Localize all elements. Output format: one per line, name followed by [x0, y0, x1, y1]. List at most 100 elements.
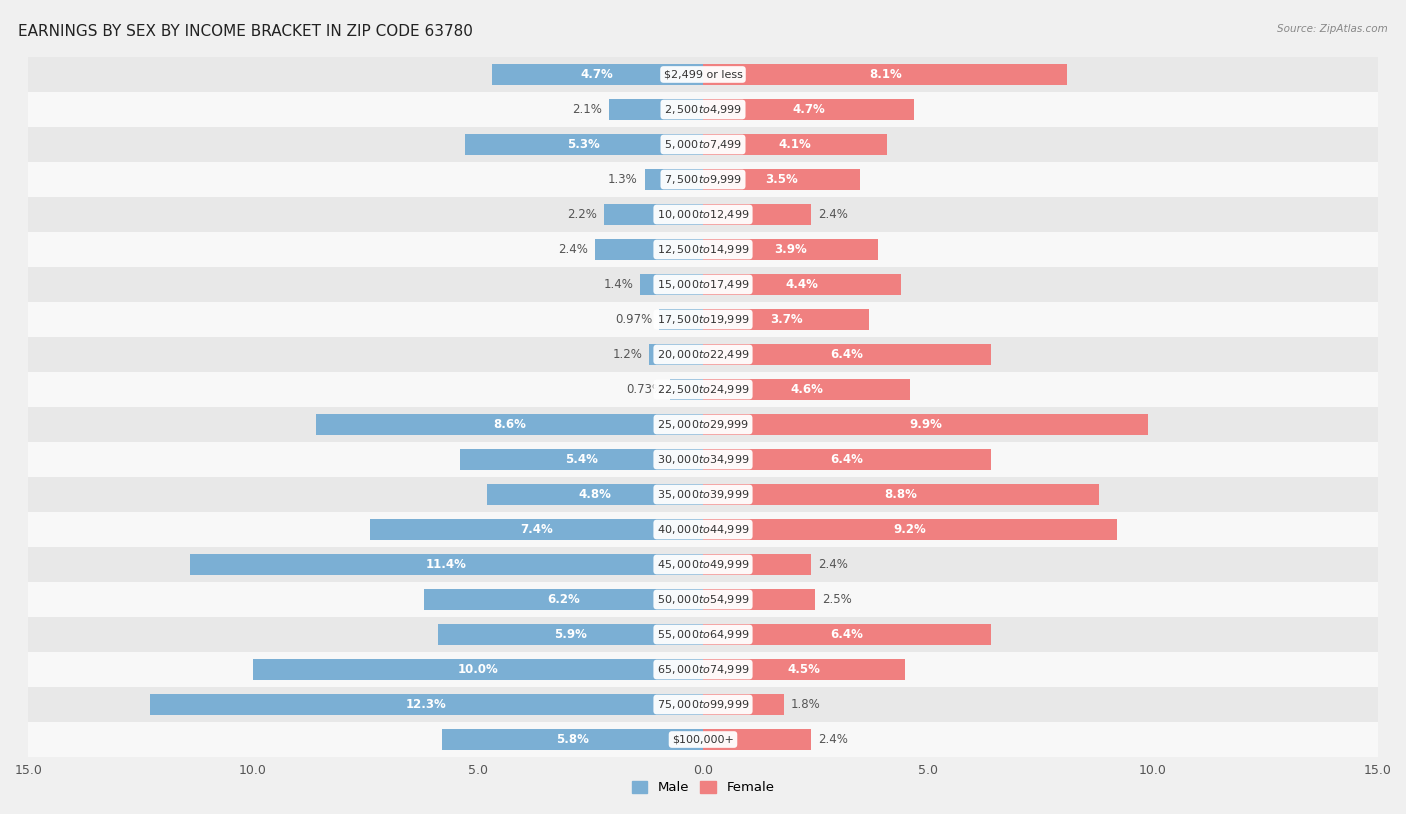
Text: $10,000 to $12,499: $10,000 to $12,499 [657, 208, 749, 221]
Text: $2,500 to $4,999: $2,500 to $4,999 [664, 103, 742, 116]
Bar [28, 687, 1378, 722]
Text: 2.4%: 2.4% [818, 208, 848, 221]
Text: 6.4%: 6.4% [831, 348, 863, 361]
Text: $2,499 or less: $2,499 or less [664, 69, 742, 80]
Text: $30,000 to $34,999: $30,000 to $34,999 [657, 453, 749, 466]
Bar [28, 407, 1378, 442]
Text: 9.9%: 9.9% [910, 418, 942, 431]
Text: 0.97%: 0.97% [616, 313, 652, 326]
Bar [703, 98, 914, 120]
Text: 1.8%: 1.8% [790, 698, 821, 711]
Text: 2.5%: 2.5% [823, 593, 852, 606]
Bar [492, 63, 703, 85]
Bar [703, 729, 811, 751]
Bar [671, 379, 703, 400]
Bar [441, 729, 703, 751]
Text: 5.3%: 5.3% [568, 138, 600, 151]
Text: 2.4%: 2.4% [558, 243, 588, 256]
Bar [703, 204, 811, 225]
Text: 3.5%: 3.5% [765, 173, 799, 186]
Text: 4.6%: 4.6% [790, 383, 823, 396]
Text: 5.8%: 5.8% [557, 733, 589, 746]
Text: 5.4%: 5.4% [565, 453, 598, 466]
Bar [703, 63, 1067, 85]
Bar [486, 484, 703, 505]
Bar [28, 57, 1378, 92]
Text: 4.8%: 4.8% [579, 488, 612, 501]
Text: Source: ZipAtlas.com: Source: ZipAtlas.com [1277, 24, 1388, 34]
Bar [703, 694, 785, 716]
Text: 2.2%: 2.2% [568, 208, 598, 221]
Bar [437, 624, 703, 646]
Text: 3.9%: 3.9% [775, 243, 807, 256]
Text: 10.0%: 10.0% [458, 663, 498, 676]
Text: 11.4%: 11.4% [426, 558, 467, 571]
Bar [703, 484, 1099, 505]
Text: $50,000 to $54,999: $50,000 to $54,999 [657, 593, 749, 606]
Bar [650, 344, 703, 365]
Text: 7.4%: 7.4% [520, 523, 553, 536]
Bar [703, 344, 991, 365]
Bar [703, 309, 869, 330]
Bar [659, 309, 703, 330]
Bar [28, 372, 1378, 407]
Text: EARNINGS BY SEX BY INCOME BRACKET IN ZIP CODE 63780: EARNINGS BY SEX BY INCOME BRACKET IN ZIP… [18, 24, 474, 39]
Text: 4.7%: 4.7% [793, 103, 825, 116]
Text: 3.7%: 3.7% [770, 313, 803, 326]
Text: 6.4%: 6.4% [831, 453, 863, 466]
Text: $45,000 to $49,999: $45,000 to $49,999 [657, 558, 749, 571]
Bar [464, 133, 703, 155]
Bar [28, 232, 1378, 267]
Text: 4.5%: 4.5% [787, 663, 821, 676]
Bar [316, 414, 703, 435]
Bar [149, 694, 703, 716]
Bar [703, 554, 811, 575]
Bar [28, 127, 1378, 162]
Text: 2.4%: 2.4% [818, 558, 848, 571]
Legend: Male, Female: Male, Female [626, 776, 780, 799]
Text: 4.1%: 4.1% [779, 138, 811, 151]
Text: $25,000 to $29,999: $25,000 to $29,999 [657, 418, 749, 431]
Bar [28, 617, 1378, 652]
Text: 4.4%: 4.4% [786, 278, 818, 291]
Bar [703, 133, 887, 155]
Text: $75,000 to $99,999: $75,000 to $99,999 [657, 698, 749, 711]
Bar [703, 659, 905, 681]
Bar [644, 168, 703, 190]
Bar [28, 652, 1378, 687]
Bar [703, 168, 860, 190]
Text: 8.6%: 8.6% [494, 418, 526, 431]
Text: 4.7%: 4.7% [581, 68, 613, 81]
Bar [28, 512, 1378, 547]
Text: 0.73%: 0.73% [626, 383, 664, 396]
Bar [460, 449, 703, 470]
Bar [28, 302, 1378, 337]
Text: 1.4%: 1.4% [603, 278, 633, 291]
Text: 8.8%: 8.8% [884, 488, 917, 501]
Text: 2.4%: 2.4% [818, 733, 848, 746]
Text: $55,000 to $64,999: $55,000 to $64,999 [657, 628, 749, 641]
Bar [28, 477, 1378, 512]
Bar [703, 274, 901, 295]
Bar [605, 204, 703, 225]
Bar [28, 197, 1378, 232]
Bar [28, 582, 1378, 617]
Text: 6.4%: 6.4% [831, 628, 863, 641]
Text: 1.2%: 1.2% [613, 348, 643, 361]
Bar [28, 722, 1378, 757]
Text: $17,500 to $19,999: $17,500 to $19,999 [657, 313, 749, 326]
Text: $20,000 to $22,499: $20,000 to $22,499 [657, 348, 749, 361]
Text: $7,500 to $9,999: $7,500 to $9,999 [664, 173, 742, 186]
Bar [703, 519, 1116, 540]
Text: 1.3%: 1.3% [607, 173, 638, 186]
Bar [28, 162, 1378, 197]
Text: $5,000 to $7,499: $5,000 to $7,499 [664, 138, 742, 151]
Bar [703, 414, 1149, 435]
Bar [190, 554, 703, 575]
Text: $12,500 to $14,999: $12,500 to $14,999 [657, 243, 749, 256]
Bar [425, 589, 703, 610]
Bar [703, 624, 991, 646]
Bar [28, 442, 1378, 477]
Text: 6.2%: 6.2% [547, 593, 579, 606]
Bar [253, 659, 703, 681]
